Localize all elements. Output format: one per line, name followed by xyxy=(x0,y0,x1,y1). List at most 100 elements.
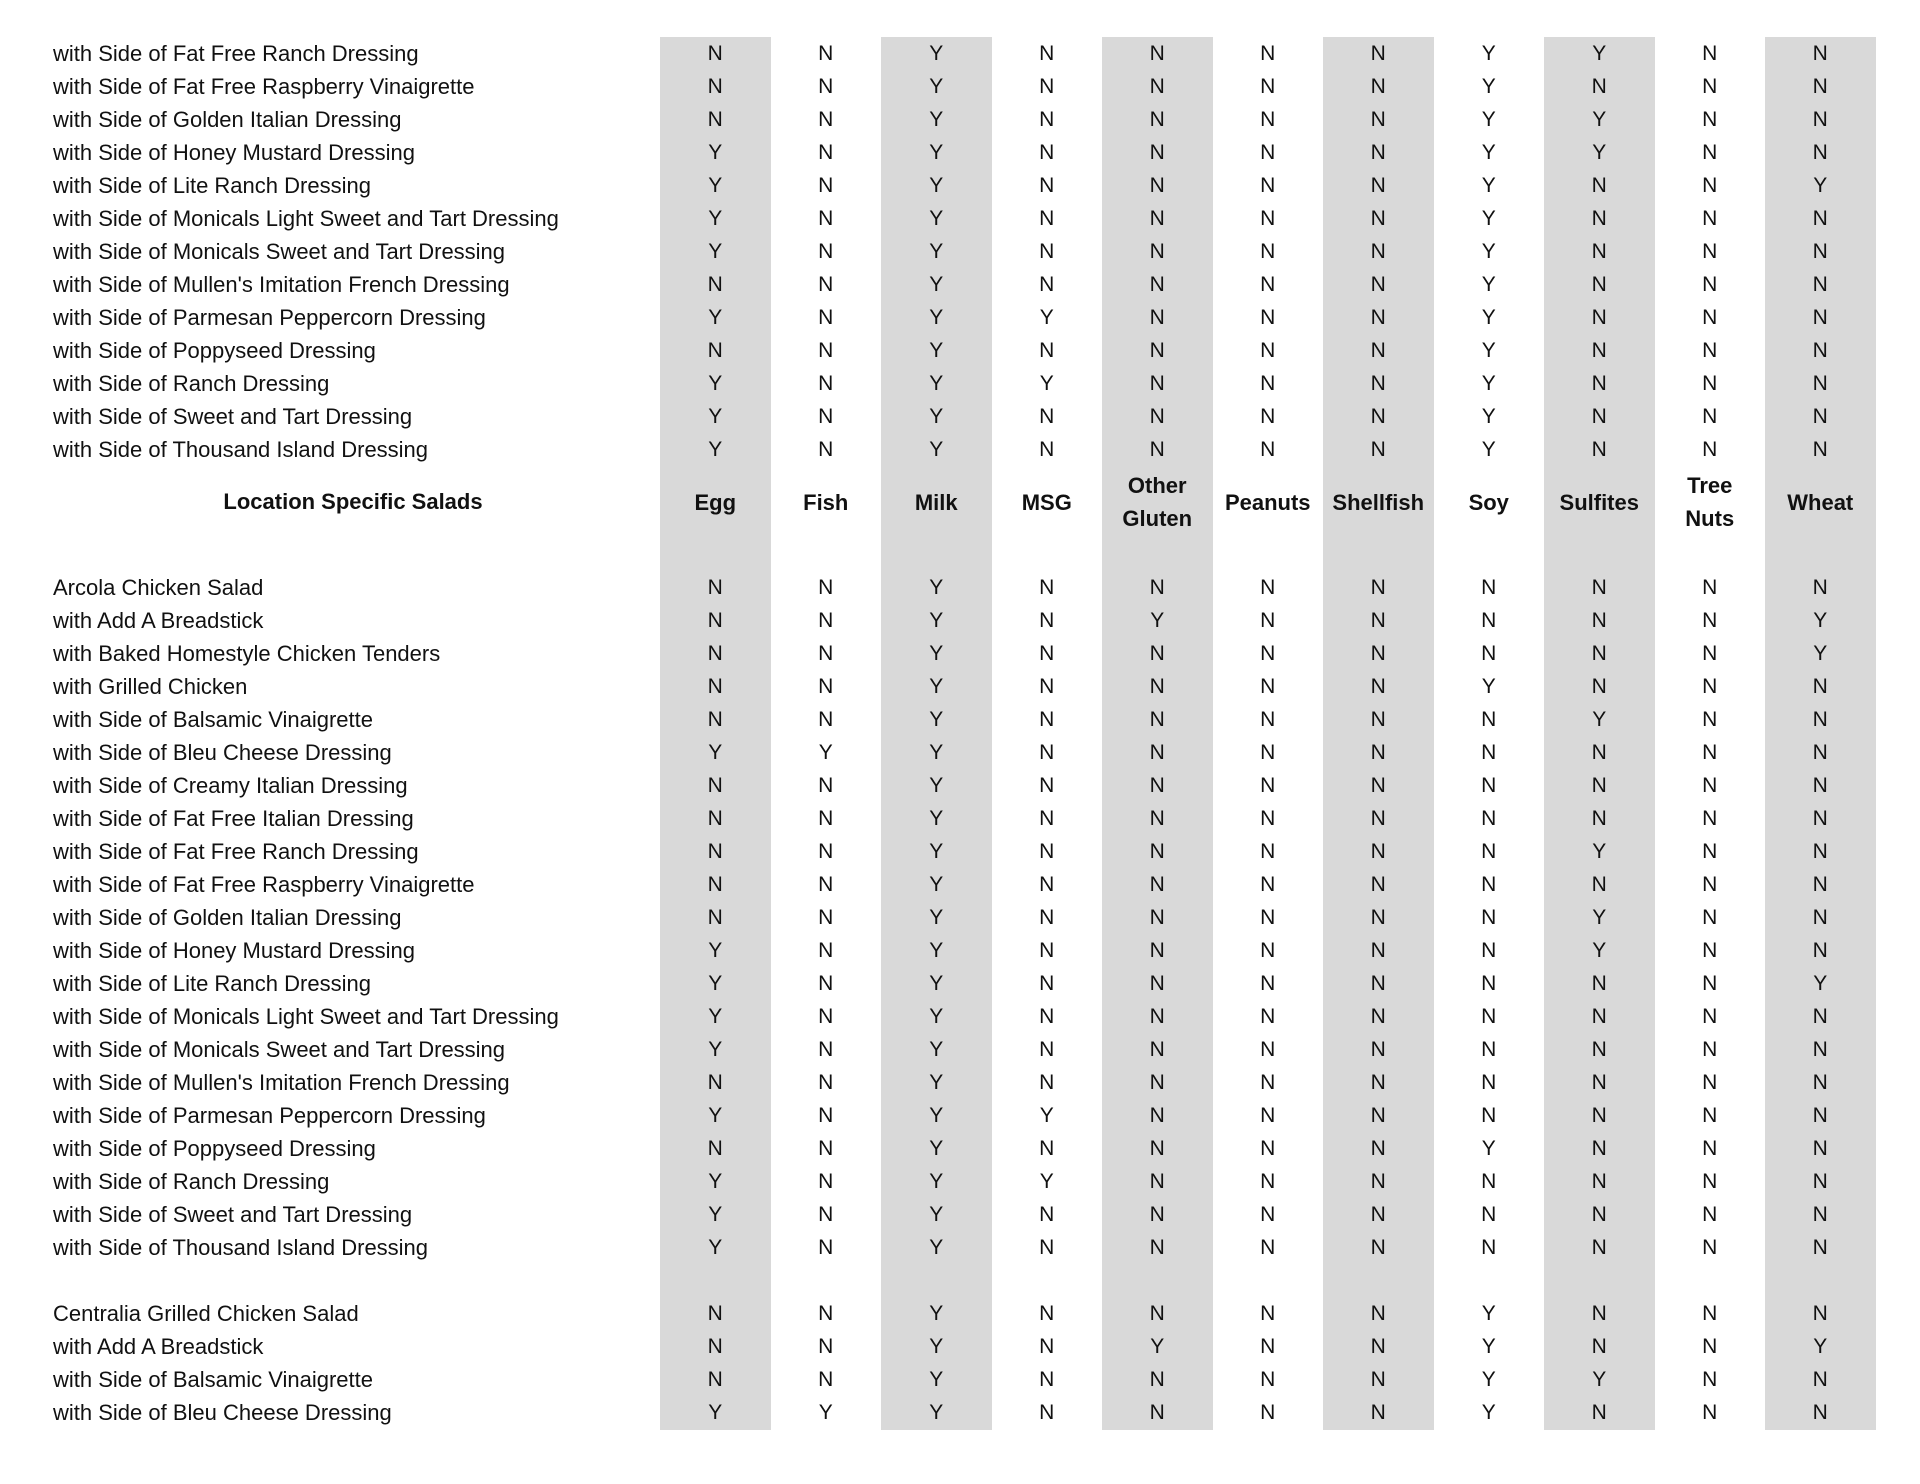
allergen-cell: N xyxy=(1812,1368,1828,1391)
allergen-cell: Y xyxy=(1592,108,1607,131)
allergen-cell: Y xyxy=(1150,609,1165,632)
allergen-cell: N xyxy=(1039,273,1055,296)
allergen-cell: N xyxy=(1481,741,1497,764)
table-row: with Side of Mullen's Imitation French D… xyxy=(0,1066,1920,1099)
table-row: with Side of Parmesan Peppercorn Dressin… xyxy=(0,1099,1920,1132)
allergen-cell: N xyxy=(1039,42,1055,65)
allergen-cell: N xyxy=(1370,1302,1386,1325)
allergen-cell: N xyxy=(1039,240,1055,263)
column-header: Tree Nuts xyxy=(1685,473,1735,531)
column-header: MSG xyxy=(1021,489,1072,515)
allergen-cell: Y xyxy=(929,1038,944,1061)
allergen-cell: N xyxy=(1370,708,1386,731)
allergen-cell: N xyxy=(1149,306,1165,329)
allergen-cell: N xyxy=(1591,675,1607,698)
allergen-cell: Y xyxy=(929,141,944,164)
allergen-cell: N xyxy=(1702,405,1718,428)
allergen-cell: N xyxy=(1812,372,1828,395)
allergen-cell: N xyxy=(1149,1203,1165,1226)
column-header: Milk xyxy=(914,489,958,515)
shaded-column xyxy=(1323,37,1434,1430)
allergen-cell: Y xyxy=(929,207,944,230)
allergen-cell: N xyxy=(1370,75,1386,98)
allergen-cell: N xyxy=(707,906,723,929)
allergen-cell: N xyxy=(1591,774,1607,797)
allergen-cell: N xyxy=(1702,807,1718,830)
allergen-cell: N xyxy=(1591,438,1607,461)
allergen-cell: N xyxy=(1370,405,1386,428)
allergen-cell: N xyxy=(818,141,834,164)
allergen-cell: N xyxy=(1260,642,1276,665)
allergen-cell: N xyxy=(1812,141,1828,164)
allergen-cell: N xyxy=(1149,141,1165,164)
allergen-cell: N xyxy=(1370,372,1386,395)
allergen-cell: N xyxy=(1702,972,1718,995)
allergen-cell: Y xyxy=(1481,405,1496,428)
table-row: with Side of Thousand Island Dressing Y N Y… xyxy=(0,1231,1920,1264)
allergen-cell: N xyxy=(1812,1236,1828,1259)
allergen-cell: N xyxy=(1481,609,1497,632)
item-name: with Side of Poppyseed Dressing xyxy=(53,338,376,363)
table-row: with Side of Fat Free Raspberry Vinaigre… xyxy=(0,70,1920,103)
allergen-cell: N xyxy=(1149,840,1165,863)
allergen-cell: N xyxy=(1702,273,1718,296)
allergen-cell: N xyxy=(1370,438,1386,461)
allergen-cell: N xyxy=(818,1302,834,1325)
allergen-cell: Y xyxy=(929,642,944,665)
allergen-cell: Y xyxy=(1592,906,1607,929)
shaded-column xyxy=(881,37,992,1430)
allergen-cell: N xyxy=(1039,1335,1055,1358)
allergen-cell: N xyxy=(1260,339,1276,362)
allergen-cell: N xyxy=(1702,675,1718,698)
allergen-cell: N xyxy=(1039,1302,1055,1325)
allergen-cell: Y xyxy=(818,741,833,764)
allergen-cell: N xyxy=(1039,675,1055,698)
allergen-cell: N xyxy=(818,1104,834,1127)
allergen-cell: N xyxy=(1702,372,1718,395)
allergen-cell: N xyxy=(1370,774,1386,797)
allergen-cell: Y xyxy=(1481,438,1496,461)
allergen-cell: N xyxy=(707,1302,723,1325)
allergen-cell: N xyxy=(1260,873,1276,896)
allergen-cell: N xyxy=(1481,906,1497,929)
allergen-cell: N xyxy=(707,675,723,698)
table-row: with Side of Ranch Dressing Y N Y Y N N N N N N N xyxy=(0,1165,1920,1198)
allergen-cell: N xyxy=(1149,1071,1165,1094)
allergen-cell: N xyxy=(1370,1005,1386,1028)
allergen-cell: Y xyxy=(1481,1137,1496,1160)
allergen-cell: N xyxy=(818,108,834,131)
allergen-cell: N xyxy=(1039,75,1055,98)
allergen-cell: N xyxy=(1039,339,1055,362)
allergen-cell: N xyxy=(1370,675,1386,698)
allergen-cell: N xyxy=(1702,207,1718,230)
allergen-cell: Y xyxy=(708,405,723,428)
allergen-cell: Y xyxy=(1039,306,1054,329)
table-row: with Side of Mullen's Imitation French D… xyxy=(0,268,1920,301)
allergen-cell: N xyxy=(707,339,723,362)
item-name: with Side of Sweet and Tart Dressing xyxy=(53,404,413,429)
allergen-cell: N xyxy=(1039,840,1055,863)
allergen-cell: N xyxy=(1039,741,1055,764)
allergen-cell: N xyxy=(1370,174,1386,197)
allergen-cell: N xyxy=(1812,207,1828,230)
table-row: with Baked Homestyle Chicken Tenders N N Y N… xyxy=(0,637,1920,670)
item-name: with Add A Breadstick xyxy=(53,1334,264,1359)
allergen-cell: N xyxy=(1481,576,1497,599)
allergen-cell: N xyxy=(1370,1104,1386,1127)
table-row: with Side of Lite Ranch Dressing Y N Y N N N N N… xyxy=(0,967,1920,1000)
item-name: with Side of Ranch Dressing xyxy=(53,371,330,396)
allergen-cell: N xyxy=(818,1071,834,1094)
allergen-cell: N xyxy=(1812,708,1828,731)
allergen-cell: N xyxy=(1481,1104,1497,1127)
allergen-cell: N xyxy=(1039,873,1055,896)
item-name: with Side of Golden Italian Dressing xyxy=(53,107,402,132)
allergen-cell: N xyxy=(1149,438,1165,461)
allergen-cell: Y xyxy=(929,1203,944,1226)
allergen-cell: N xyxy=(818,1005,834,1028)
allergen-cell: N xyxy=(1481,939,1497,962)
allergen-cell: N xyxy=(1149,708,1165,731)
allergen-cell: N xyxy=(707,609,723,632)
allergen-cell: Y xyxy=(1481,75,1496,98)
allergen-cell: N xyxy=(1481,1236,1497,1259)
allergen-cell: N xyxy=(1702,642,1718,665)
